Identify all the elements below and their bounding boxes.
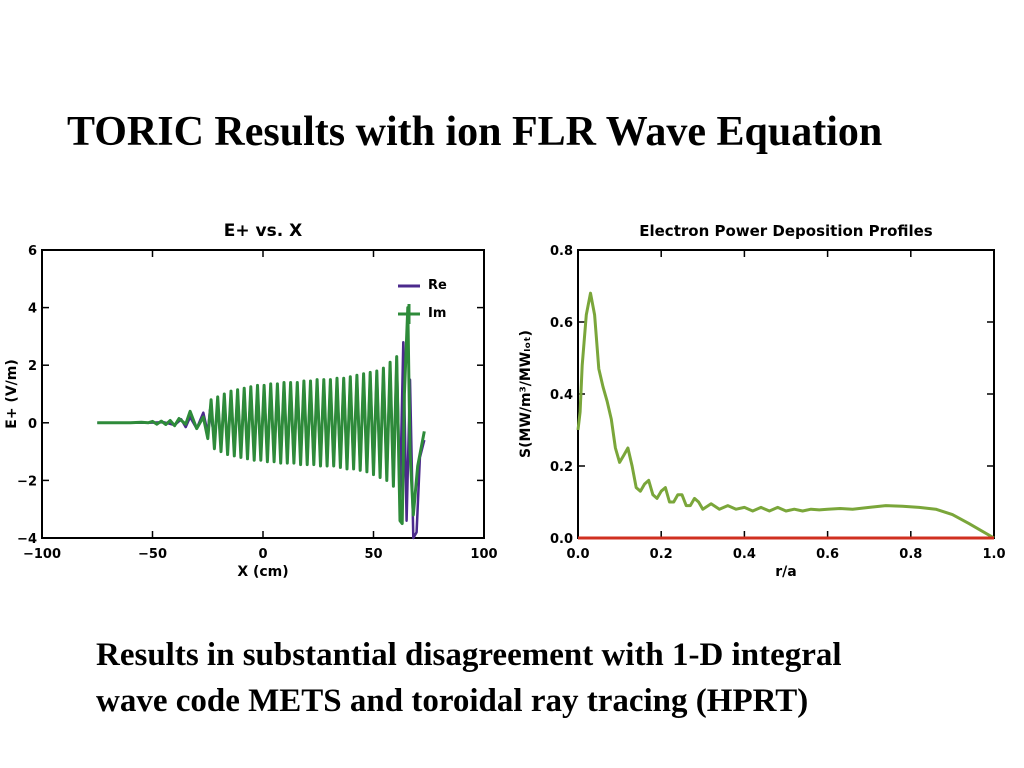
x-tick-label: 0.2	[650, 547, 673, 562]
x-tick-label: 100	[470, 547, 497, 562]
chart-title: E+ vs. X	[224, 221, 302, 241]
y-tick-label: 4	[28, 302, 37, 317]
series-line-im	[97, 306, 426, 526]
x-tick-label: 0.4	[733, 547, 756, 562]
chart-e-plus-vs-x: E+ vs. X −100 −50 0 50 100 −4 −2 0 2 4 6 X (cm) E+ (V…	[4, 221, 498, 580]
x-tick-label: 0.8	[899, 547, 922, 562]
x-tick-label: 0.6	[816, 547, 839, 562]
x-tick-label: −50	[138, 547, 167, 562]
x-tick-label: 50	[364, 547, 382, 562]
y-tick-label: 0.6	[550, 316, 573, 331]
y-tick-label: 2	[28, 359, 37, 374]
y-tick-label: 0.0	[550, 532, 573, 547]
y-tick-label: −2	[17, 474, 37, 489]
legend-label-im: Im	[428, 306, 446, 321]
chart-electron-power-deposition: Electron Power Deposition Profiles 0.0 0.2…	[518, 222, 1006, 580]
x-axis-label: X (cm)	[237, 564, 288, 580]
chart-title: Electron Power Deposition Profiles	[639, 222, 933, 240]
series-line-profile	[576, 291, 995, 540]
x-tick-label: −100	[23, 547, 61, 562]
y-axis-label: E+ (V/m)	[4, 359, 20, 429]
x-tick-label: 0.0	[566, 547, 589, 562]
y-axis-label: S(MW/m³/MWₗₒₜ)	[518, 330, 534, 458]
caption-line-2: wave code METS and toroidal ray tracing …	[96, 683, 809, 719]
y-tick-label: 6	[28, 244, 37, 259]
legend-label-re: Re	[428, 278, 447, 293]
x-tick-label: 1.0	[982, 547, 1005, 562]
slide-title: TORIC Results with ion FLR Wave Equation	[67, 109, 883, 155]
y-tick-label: 0.8	[550, 244, 573, 259]
caption-line-1: Results in substantial disagreement with…	[96, 637, 842, 673]
plot-frame	[577, 249, 995, 539]
slide-caption: Results in substantial disagreement with…	[96, 632, 1006, 724]
y-tick-label: 0	[28, 417, 37, 432]
x-tick-label: 0	[258, 547, 267, 562]
y-tick-label: −4	[17, 532, 37, 547]
x-axis-label: r/a	[775, 564, 796, 580]
y-tick-label: 0.4	[550, 388, 573, 403]
y-tick-label: 0.2	[550, 460, 573, 475]
